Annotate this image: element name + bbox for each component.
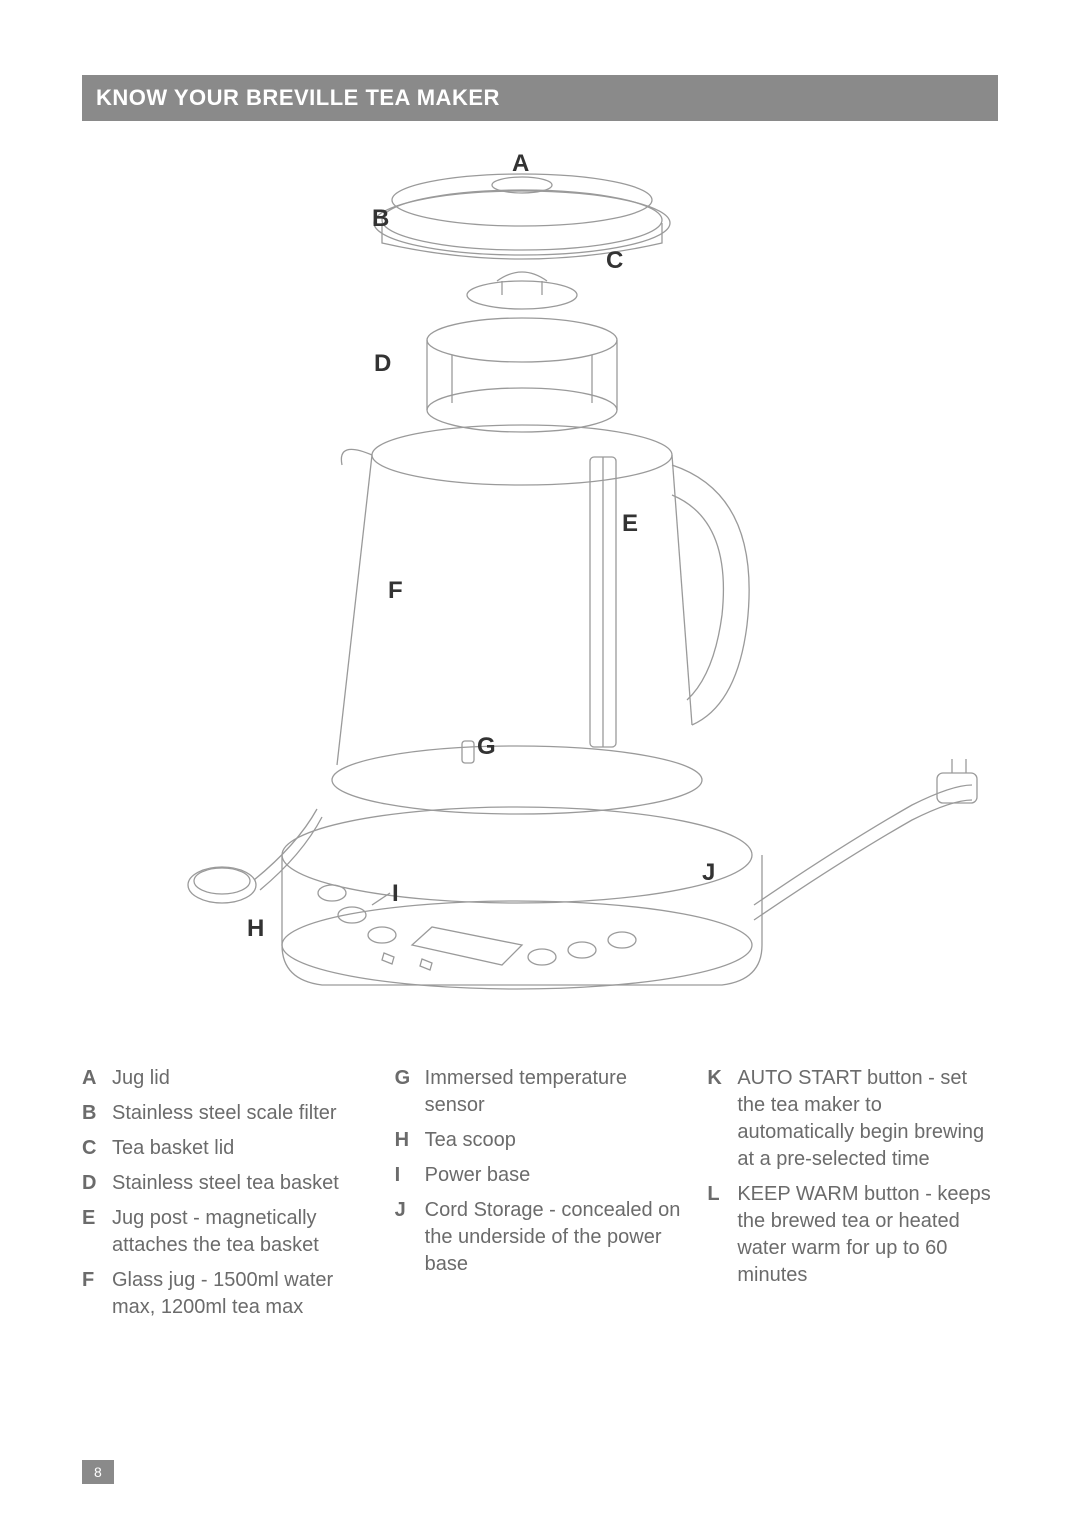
legend-item: FGlass jug - 1500ml water max, 1200ml te…	[82, 1267, 373, 1321]
legend-text: Jug post - magnetically attaches the tea…	[112, 1205, 373, 1259]
legend-item: BStainless steel scale filter	[82, 1100, 373, 1127]
legend-text: Tea scoop	[425, 1127, 516, 1154]
callout-I: I	[392, 880, 399, 908]
legend-item: GImmersed temperature sensor	[395, 1065, 686, 1119]
legend-text: Jug lid	[112, 1065, 170, 1092]
callout-G: G	[477, 733, 496, 761]
legend-letter: A	[82, 1065, 112, 1092]
legend-letter: K	[707, 1065, 737, 1173]
legend-letter: F	[82, 1267, 112, 1321]
legend-letter: D	[82, 1170, 112, 1197]
legend-text: Cord Storage - concealed on the undersid…	[425, 1197, 686, 1278]
callout-H: H	[247, 915, 264, 943]
callout-E: E	[622, 510, 638, 538]
legend-item: DStainless steel tea basket	[82, 1170, 373, 1197]
legend-letter: J	[395, 1197, 425, 1278]
legend-column: KAUTO START button - set the tea maker t…	[707, 1065, 998, 1329]
tea-maker-diagram	[82, 145, 998, 1045]
legend-letter: E	[82, 1205, 112, 1259]
legend-item: IPower base	[395, 1162, 686, 1189]
legend-item: EJug post - magnetically attaches the te…	[82, 1205, 373, 1259]
callout-A: A	[512, 150, 529, 178]
legend-item: JCord Storage - concealed on the undersi…	[395, 1197, 686, 1278]
diagram-area: A B C D E F G H I J	[82, 145, 998, 1045]
legend-column: AJug lidBStainless steel scale filterCTe…	[82, 1065, 373, 1329]
legend-item: KAUTO START button - set the tea maker t…	[707, 1065, 998, 1173]
legend-item: AJug lid	[82, 1065, 373, 1092]
legend-item: LKEEP WARM button - keeps the brewed tea…	[707, 1181, 998, 1289]
legend-letter: L	[707, 1181, 737, 1289]
legend-letter: I	[395, 1162, 425, 1189]
legend-letter: B	[82, 1100, 112, 1127]
callout-D: D	[374, 350, 391, 378]
legend-text: Immersed temperature sensor	[425, 1065, 686, 1119]
legend-column: GImmersed temperature sensorHTea scoopIP…	[395, 1065, 686, 1329]
legend-text: Stainless steel tea basket	[112, 1170, 339, 1197]
legend-text: Glass jug - 1500ml water max, 1200ml tea…	[112, 1267, 373, 1321]
legend-item: HTea scoop	[395, 1127, 686, 1154]
callout-B: B	[372, 205, 389, 233]
legend-letter: G	[395, 1065, 425, 1119]
legend-item: CTea basket lid	[82, 1135, 373, 1162]
section-title: KNOW YOUR BREVILLE TEA MAKER	[82, 75, 998, 121]
legend: AJug lidBStainless steel scale filterCTe…	[82, 1065, 998, 1329]
legend-letter: H	[395, 1127, 425, 1154]
legend-text: AUTO START button - set the tea maker to…	[737, 1065, 998, 1173]
legend-letter: C	[82, 1135, 112, 1162]
page-number: 8	[82, 1460, 114, 1484]
legend-text: Stainless steel scale filter	[112, 1100, 337, 1127]
legend-text: Tea basket lid	[112, 1135, 234, 1162]
legend-text: KEEP WARM button - keeps the brewed tea …	[737, 1181, 998, 1289]
callout-J: J	[702, 859, 715, 887]
callout-C: C	[606, 247, 623, 275]
callout-F: F	[388, 577, 403, 605]
legend-text: Power base	[425, 1162, 531, 1189]
